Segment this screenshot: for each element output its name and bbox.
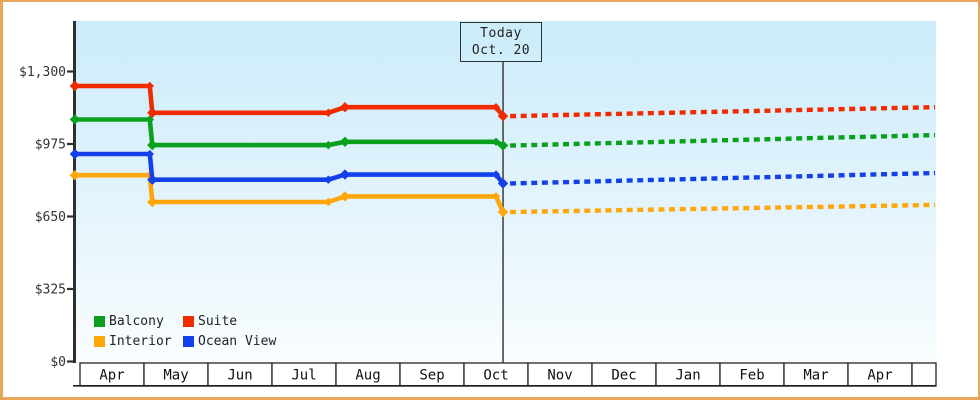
series-balcony [69, 114, 936, 151]
y-axis-line [73, 21, 76, 363]
data-point-marker [147, 139, 158, 151]
legend-label: Interior [109, 334, 172, 349]
month-label: Sep [419, 368, 444, 384]
forecast-line [510, 170, 936, 186]
month-label: Jan [675, 368, 700, 384]
legend-label: Ocean View [198, 334, 277, 349]
data-point-marker [324, 175, 333, 184]
data-point-marker [491, 192, 501, 201]
y-tick-label: $325 [35, 283, 66, 298]
month-label: Dec [611, 368, 636, 384]
data-point-marker [147, 107, 158, 118]
x-axis-baseline [73, 385, 936, 387]
month-label: May [163, 368, 188, 384]
chart-legend: Balcony Suite Interior Ocean View [94, 314, 276, 349]
data-point-marker [491, 137, 501, 146]
data-point-marker [324, 140, 333, 150]
data-point-marker [145, 149, 154, 159]
month-label: Oct [483, 368, 508, 384]
month-label: Aug [355, 368, 380, 384]
suite-color-swatch [183, 316, 194, 327]
data-point-marker [147, 174, 158, 185]
y-tick-label: $650 [35, 210, 66, 225]
data-point-marker [69, 114, 81, 125]
data-point-marker [69, 80, 81, 92]
series-suite [69, 80, 936, 122]
month-cell-partial [911, 362, 937, 387]
data-point-marker [145, 81, 154, 91]
legend-item-suite: Suite [183, 314, 276, 329]
today-date: Oct. 20 [471, 43, 531, 58]
data-point-marker [339, 191, 351, 202]
data-point-marker [324, 108, 333, 117]
month-label: Mar [803, 368, 828, 384]
balcony-color-swatch [94, 316, 105, 327]
y-axis-tick [67, 70, 73, 73]
price-chart-svg: Apr May Jun Jul Aug Sep Oct Nov Dec Jan Feb Mar Apr $… [19, 21, 937, 387]
y-axis-tick [67, 215, 73, 218]
y-axis-tick [67, 287, 73, 291]
series-ocean-view [69, 148, 936, 189]
legend-item-interior: Interior [94, 334, 183, 349]
data-point-marker [497, 110, 509, 122]
y-tick-label: $975 [35, 138, 66, 153]
y-tick-label: $1,300 [19, 65, 66, 80]
legend-item-balcony: Balcony [94, 314, 183, 329]
month-label: Jul [291, 368, 316, 384]
data-point-marker [497, 206, 509, 218]
data-point-marker [324, 197, 333, 207]
data-point-marker [491, 102, 501, 112]
data-point-marker [147, 196, 158, 208]
y-axis-tick [67, 360, 73, 363]
data-point-marker [69, 148, 81, 160]
y-tick-label: $0 [50, 355, 66, 370]
plot-background [75, 21, 936, 363]
month-label: Nov [547, 368, 572, 384]
y-axis-tick [67, 142, 73, 146]
data-point-marker [339, 136, 351, 147]
data-point-marker [339, 169, 351, 180]
month-label: Feb [739, 368, 764, 384]
forecast-line [510, 132, 936, 148]
data-point-marker [339, 101, 351, 113]
data-point-marker [497, 140, 509, 151]
month-label: Jun [227, 368, 252, 384]
month-label: Apr [99, 368, 124, 384]
legend-label: Suite [198, 314, 238, 329]
ocean-view-color-swatch [183, 336, 194, 347]
month-label: Apr [867, 368, 892, 384]
forecast-line [510, 202, 936, 215]
data-point-marker [491, 170, 501, 179]
today-label: Today [480, 26, 522, 41]
forecast-line [510, 104, 936, 119]
data-point-marker [497, 178, 509, 189]
data-point-marker [69, 170, 81, 181]
legend-label: Balcony [109, 314, 164, 329]
data-point-marker [145, 115, 154, 124]
interior-color-swatch [94, 336, 105, 347]
legend-item-ocean-view: Ocean View [183, 334, 276, 349]
today-marker-box: Today Oct. 20 [460, 22, 542, 62]
